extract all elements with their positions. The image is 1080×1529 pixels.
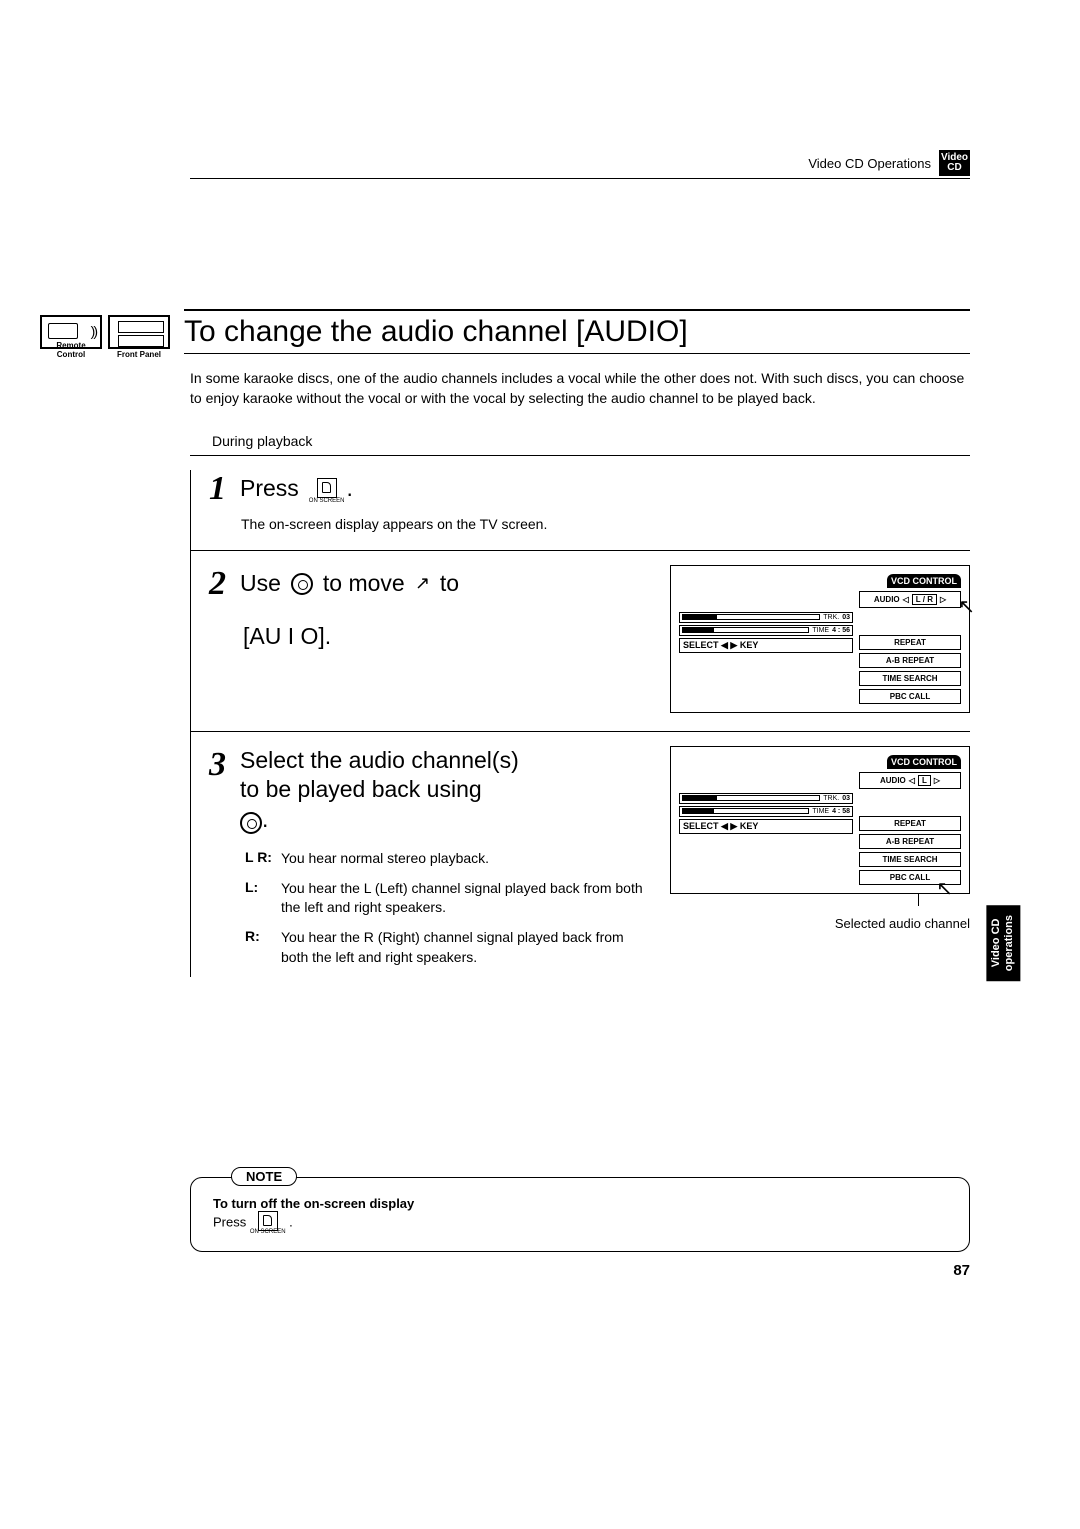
pointer-icon: ↖	[936, 876, 953, 901]
opt-key: L R:	[245, 849, 281, 865]
audio-label: AUDIO	[874, 595, 900, 604]
divider	[190, 455, 970, 456]
note-post: .	[289, 1215, 293, 1230]
osd-audio-row: AUDIO ◁ L / R ▷	[859, 591, 961, 608]
progress-bar	[682, 795, 820, 801]
time-bar	[682, 808, 809, 814]
audio-value: L / R	[912, 594, 937, 605]
trk-label: TRK.	[823, 614, 839, 621]
osd-caption: Selected audio channel	[670, 916, 970, 931]
sidetab-line2: operations	[1003, 915, 1015, 971]
osd-display-1: TRK. 03 TIME 4 : 56 SELECT ◀ ▶ KEY VCD C…	[670, 565, 970, 713]
badge-bottom: CD	[941, 163, 968, 173]
audio-value: L	[918, 775, 931, 786]
audio-label: AUDIO	[880, 776, 906, 785]
page-header: Video CD Operations Video CD	[190, 150, 970, 179]
step3-line1: Select the audio channel(s)	[240, 747, 519, 773]
onscreen-label: ON SCREEN	[309, 498, 345, 504]
cursor-icon: ↖	[415, 573, 430, 594]
step3-line2: to be played back using	[240, 776, 482, 802]
time-value: 4 : 56	[832, 627, 850, 634]
note-label: NOTE	[231, 1167, 297, 1186]
opt-val: You hear normal stereo playback.	[281, 849, 652, 869]
step2-post: to	[440, 570, 459, 597]
step1-prefix: Press	[240, 475, 299, 502]
vcd-control-tab: VCD CONTROL	[887, 574, 961, 588]
precondition: During playback	[212, 433, 970, 449]
step-1: 1 Press ON SCREEN . The on-screen displa…	[190, 470, 970, 978]
step-number: 3	[209, 746, 226, 784]
pointer-icon: ↖	[958, 594, 975, 619]
breadcrumb: Video CD Operations	[808, 156, 931, 171]
page-number: 87	[190, 1262, 970, 1279]
joystick-horizontal-icon	[240, 812, 262, 834]
note-pre: Press	[213, 1215, 246, 1230]
joystick-icon	[291, 573, 313, 595]
vcd-control-tab: VCD CONTROL	[887, 755, 961, 769]
sidetab-line1: Video CD	[990, 919, 1002, 968]
progress-bar	[682, 614, 820, 620]
opt-key: L:	[245, 879, 281, 895]
section-title: To change the audio channel [AUDIO]	[184, 309, 970, 354]
step-divider	[191, 550, 970, 551]
osd-display-2: TRK. 03 TIME 4 : 58 SELECT ◀ ▶ KEY VCD C…	[670, 746, 970, 894]
select-key: SELECT ◀ ▶ KEY	[679, 638, 853, 653]
osd-menu-item: REPEAT	[859, 635, 961, 650]
osd-menu-item: A-B REPEAT	[859, 834, 961, 849]
time-label: TIME	[812, 627, 829, 634]
side-tab: Video CD operations	[986, 905, 1020, 981]
osd-menu-item: TIME SEARCH	[859, 671, 961, 686]
step-number: 2	[209, 565, 226, 603]
step1-suffix: .	[346, 475, 352, 502]
intro-text: In some karaoke discs, one of the audio …	[190, 368, 970, 409]
onscreen-icon	[317, 478, 337, 498]
step2-mid: to move	[323, 570, 405, 597]
front-label: Front Panel	[110, 350, 168, 359]
videocd-badge: Video CD	[939, 150, 970, 176]
time-label: TIME	[812, 808, 829, 815]
remote-label: Remote Control	[42, 341, 100, 359]
step-number: 1	[209, 470, 226, 508]
step-divider	[191, 731, 970, 732]
trk-value: 03	[842, 614, 850, 621]
opt-key: R:	[245, 928, 281, 944]
step2-param: [AU I O].	[243, 623, 331, 650]
osd-audio-row: AUDIO ◁ L ▷	[859, 772, 961, 789]
remote-control-icon: Remote Control	[40, 315, 102, 349]
time-bar	[682, 627, 809, 633]
step2-pre: Use	[240, 570, 281, 597]
osd-menu-item: TIME SEARCH	[859, 852, 961, 867]
onscreen-icon	[258, 1211, 278, 1231]
time-value: 4 : 58	[832, 808, 850, 815]
note-heading: To turn off the on-screen display	[213, 1196, 414, 1211]
osd-menu-item: REPEAT	[859, 816, 961, 831]
opt-val: You hear the L (Left) channel signal pla…	[281, 879, 652, 918]
trk-label: TRK.	[823, 795, 839, 802]
osd-menu-item: PBC CALL	[859, 689, 961, 704]
step1-sub: The on-screen display appears on the TV …	[241, 516, 970, 532]
osd-menu-item: A-B REPEAT	[859, 653, 961, 668]
note-box: NOTE To turn off the on-screen display P…	[190, 1177, 970, 1252]
select-key: SELECT ◀ ▶ KEY	[679, 819, 853, 834]
opt-val: You hear the R (Right) channel signal pl…	[281, 928, 652, 967]
audio-options: L R: You hear normal stereo playback. L:…	[245, 849, 652, 967]
device-icons: Remote Control Front Panel	[40, 315, 170, 349]
trk-value: 03	[842, 795, 850, 802]
front-panel-icon: Front Panel	[108, 315, 170, 349]
step3-suffix: .	[262, 806, 268, 832]
